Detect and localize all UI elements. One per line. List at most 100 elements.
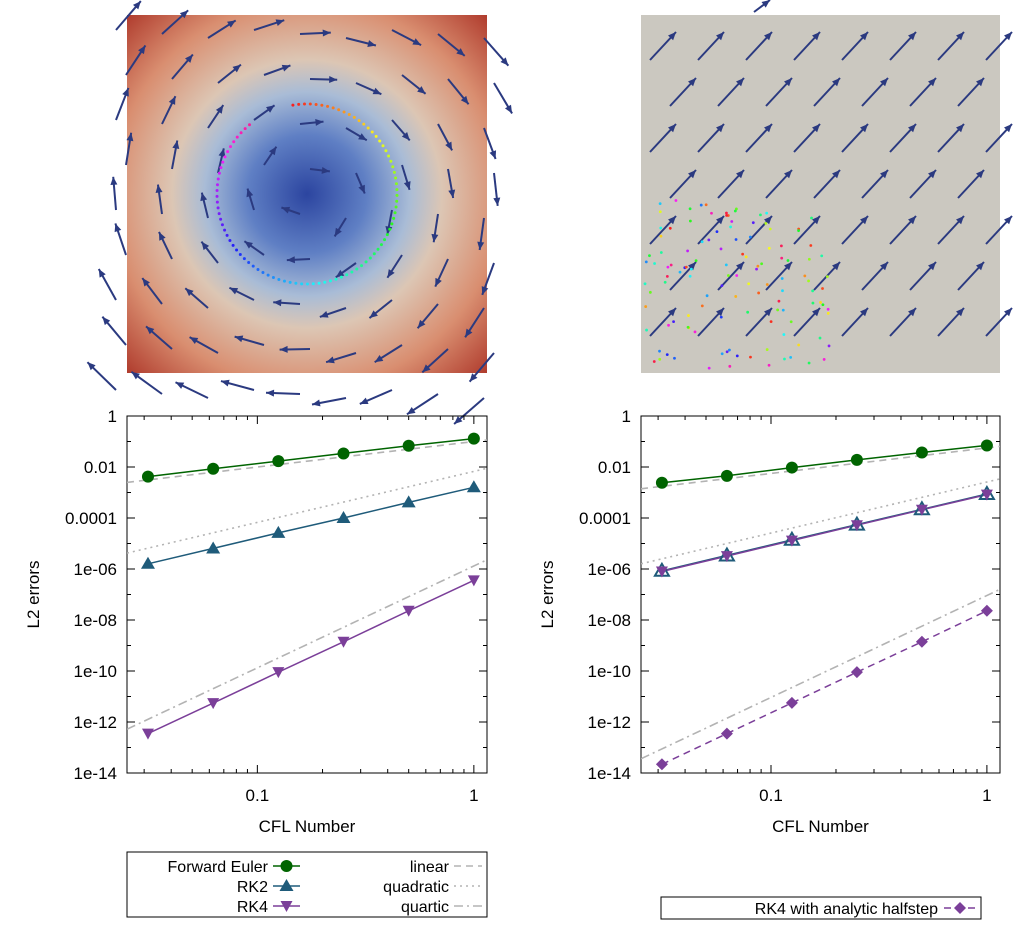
particle <box>644 305 648 308</box>
particle <box>658 210 662 214</box>
arrow-head <box>927 170 936 179</box>
particle <box>781 289 784 293</box>
series-line-linear <box>127 439 487 484</box>
arrow-head <box>246 188 254 198</box>
particle <box>728 364 732 368</box>
particle <box>364 260 368 264</box>
particle <box>672 320 675 324</box>
particle <box>383 238 387 242</box>
particle <box>215 183 219 187</box>
y-tick-label: 1e-14 <box>588 764 631 783</box>
particle <box>688 274 692 278</box>
series-line-quadratic <box>127 467 487 554</box>
series-layer <box>641 439 1000 771</box>
particle <box>215 200 219 204</box>
particle <box>818 336 822 340</box>
particle <box>777 299 781 303</box>
arrow-head <box>269 146 277 156</box>
arrow-head <box>667 216 676 225</box>
point-forward-euler <box>720 469 733 482</box>
arrow-head <box>735 262 744 271</box>
particle <box>395 199 399 203</box>
particle <box>217 171 221 175</box>
arrow-head <box>359 397 369 404</box>
arrow-head <box>667 32 676 41</box>
particle <box>229 145 233 149</box>
particle <box>669 263 673 267</box>
arrow-head <box>244 241 253 249</box>
arrow-head <box>431 233 439 243</box>
arrow-head <box>172 140 180 150</box>
particle <box>733 209 737 213</box>
particle <box>724 263 728 267</box>
particle <box>809 244 813 247</box>
particle <box>658 202 662 206</box>
y-tick-label: 0.01 <box>84 458 117 477</box>
arrow-head <box>975 78 984 87</box>
arrow-head <box>879 78 888 87</box>
arrow-head <box>102 316 111 326</box>
particle <box>288 280 292 284</box>
series-line-rk4 <box>147 579 475 735</box>
arrow-head <box>975 170 984 179</box>
particle <box>719 315 723 319</box>
x-axis-label: CFL Number <box>772 817 869 836</box>
particle <box>803 274 807 278</box>
legend-marker <box>954 902 966 914</box>
point-rk4-with-analytic-halfstep <box>720 727 733 740</box>
particle <box>355 267 359 271</box>
arrow-head <box>189 337 199 345</box>
particle <box>235 248 239 252</box>
point-forward-euler <box>337 447 350 460</box>
arrow-head <box>667 308 676 317</box>
arrow-head <box>329 76 338 83</box>
arrow-head <box>469 373 478 382</box>
arrow-head <box>220 379 230 387</box>
particle <box>256 267 260 271</box>
particle <box>689 267 693 271</box>
particle <box>725 211 728 215</box>
point-rk4-with-analytic-halfstep <box>915 635 928 648</box>
arrow-head <box>811 124 820 133</box>
arrow-head <box>687 262 696 271</box>
arrow-head <box>321 166 330 174</box>
series-line-quartic <box>127 559 487 730</box>
arrow-head <box>667 124 676 133</box>
particle <box>652 360 656 363</box>
y-tick-label: 1e-06 <box>74 560 117 579</box>
arrow-head <box>879 170 888 179</box>
y-tick-label: 1e-10 <box>588 662 631 681</box>
particle <box>645 328 648 332</box>
legend-marker <box>280 860 293 872</box>
particle <box>231 243 235 247</box>
point-forward-euler <box>272 455 285 468</box>
point-rk2 <box>466 480 481 493</box>
vortex-background <box>127 15 487 373</box>
particle <box>826 307 830 311</box>
arrow-head <box>122 87 129 97</box>
arrow-head <box>326 356 335 364</box>
particle <box>668 226 672 230</box>
arrow-head <box>715 216 724 225</box>
arrow-head <box>975 262 984 271</box>
particle <box>678 270 682 274</box>
point-forward-euler <box>980 439 993 452</box>
point-rk4 <box>141 728 154 740</box>
arrow-head <box>859 124 868 133</box>
arrow-head <box>315 118 324 126</box>
particle <box>225 233 229 237</box>
arrow-head <box>445 141 453 151</box>
arrow-head <box>126 132 134 142</box>
arrow-head <box>831 170 840 179</box>
arrow-head <box>200 192 208 202</box>
arrow-head <box>322 29 331 37</box>
particle <box>700 304 704 308</box>
particle <box>767 363 771 367</box>
particle <box>223 228 227 232</box>
legend-left: Forward Euler RK2 RK4 linear quadratic quarti… <box>126 851 488 918</box>
arrow-head <box>266 105 275 113</box>
particle <box>728 348 731 352</box>
particle <box>658 357 662 361</box>
particle <box>216 177 220 181</box>
particle <box>300 282 304 286</box>
